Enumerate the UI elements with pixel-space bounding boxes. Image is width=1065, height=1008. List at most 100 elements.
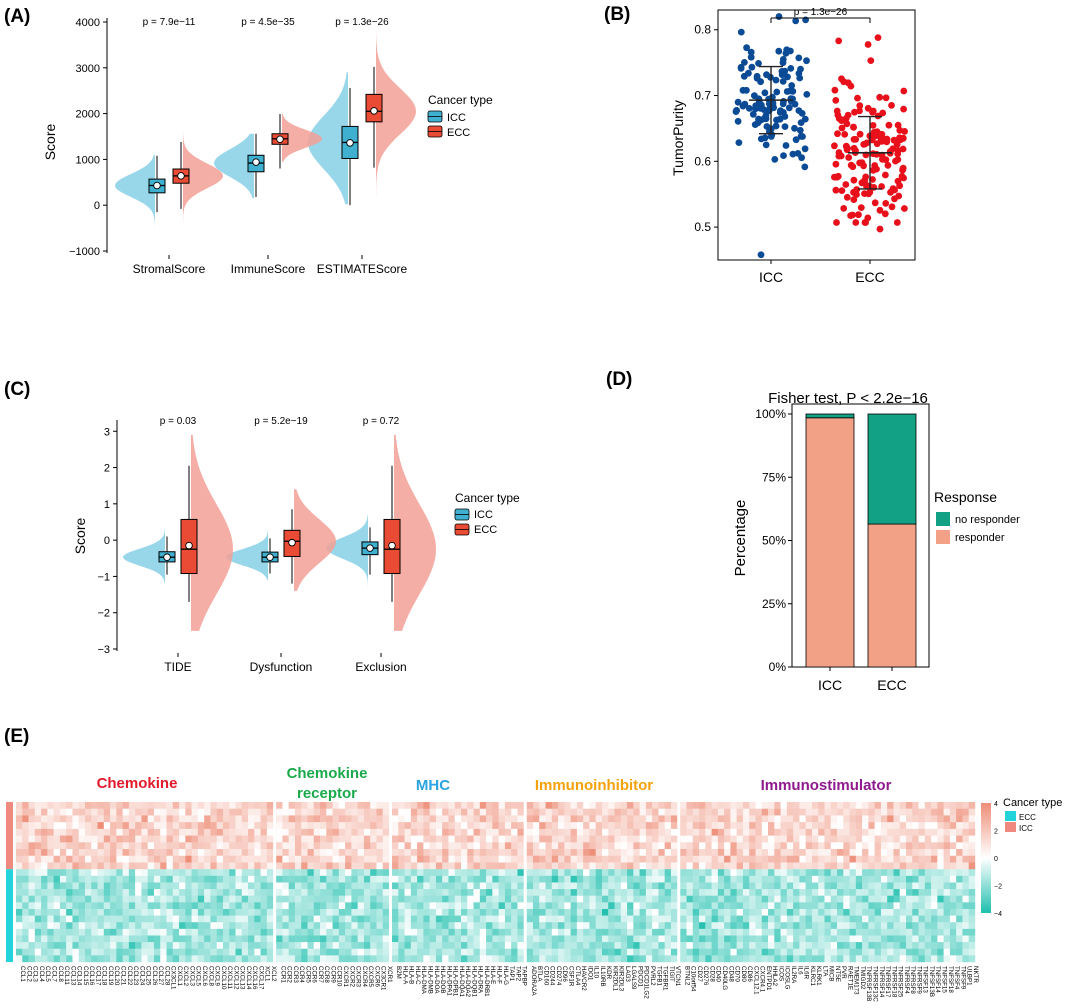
heatmap-cell (686, 882, 693, 890)
heatmap-cell (874, 935, 882, 943)
heatmap-cell (583, 935, 590, 943)
heatmap-cell (288, 915, 296, 923)
heatmap-cell (805, 882, 813, 890)
heatmap-cell (370, 808, 377, 816)
heatmap-cell (338, 928, 346, 936)
heatmap-cell (874, 802, 882, 809)
heatmap-cell (435, 869, 443, 877)
gene-label-havcr2: HAVCR2 (580, 966, 587, 991)
heatmap-cell (931, 922, 938, 930)
heatmap-cell (382, 822, 390, 830)
panel-label-d: (D) (606, 369, 632, 390)
heatmap-cell (862, 948, 869, 956)
heatmap-cell (78, 808, 86, 816)
heatmap-cell (248, 902, 255, 910)
heatmap-cell (824, 849, 831, 856)
heatmap-cell (658, 862, 665, 870)
heatmap-cell (811, 882, 819, 890)
heatmap-cell (956, 862, 963, 870)
heatmap-cell (392, 875, 399, 883)
heatmap-cell (705, 815, 712, 823)
heatmap-cell (931, 822, 938, 830)
heatmap-cell (943, 849, 951, 856)
heatmap-cell (517, 908, 524, 916)
heatmap-cell (235, 869, 242, 877)
heatmap-cell (128, 842, 136, 850)
heatmap-cell (301, 942, 308, 949)
heatmap-cell (294, 895, 302, 903)
heatmap-cell (179, 815, 186, 823)
heatmap-cell (899, 895, 907, 903)
heatmap-cell (805, 869, 813, 877)
heatmap-cell (197, 882, 205, 890)
heatmap-cell (633, 902, 640, 910)
heatmap-cell (724, 902, 731, 910)
heatmap-cell (486, 815, 493, 823)
heatmap-cell (135, 855, 142, 863)
heatmap-legend: Cancer type ECC ICC (1003, 797, 1062, 833)
heatmap-cell (962, 889, 969, 896)
heatmap-cell (486, 849, 493, 856)
point-ecc (886, 148, 894, 155)
heatmap-cell (717, 815, 725, 823)
heatmap-cell (943, 802, 951, 809)
heatmap-cell (539, 882, 546, 890)
heatmap-cell (699, 902, 706, 910)
heatmap-cell (899, 808, 907, 816)
heatmap-cell (937, 822, 944, 830)
heatmap-cell (692, 828, 700, 836)
heatmap-cell (294, 862, 302, 870)
heatmap-cell (805, 895, 813, 903)
heatmap-cell (906, 869, 913, 877)
point-ecc (894, 121, 902, 129)
heatmap-cell (370, 935, 377, 943)
heatmap-cell (511, 862, 518, 870)
heatmap-cell (893, 849, 900, 856)
heatmap-cell (736, 889, 744, 896)
heatmap-cell (608, 915, 615, 923)
heatmap-cell (122, 869, 130, 877)
heatmap-cell (72, 928, 79, 936)
heatmap-cell (147, 815, 155, 823)
heatmap-annotation-icc (6, 802, 13, 870)
heatmap-cell (357, 869, 365, 877)
heatmap-cell (736, 928, 744, 936)
point-ecc (833, 107, 841, 115)
heatmap-cell (768, 902, 775, 910)
heatmap-cell (326, 855, 333, 863)
heatmap-cell (103, 869, 111, 877)
heatmap-cell (235, 828, 242, 836)
heatmap-cell (467, 828, 474, 836)
heatmap-cell (410, 875, 418, 883)
heatmap-cell (116, 828, 123, 836)
heatmap-cell (645, 835, 653, 843)
heatmap-cell (699, 882, 706, 890)
heatmap-cell (398, 835, 405, 843)
heatmap-cell (320, 862, 327, 870)
heatmap-cell (392, 889, 399, 896)
heatmap-cell (492, 855, 499, 863)
gene-label-ccl22: CCL22 (126, 966, 133, 986)
gene-label-ccl3: CCL3 (32, 966, 39, 982)
heatmap-cell (66, 915, 73, 923)
heatmap-cell (906, 802, 913, 809)
point-ecc (864, 41, 872, 48)
heatmap-cell (16, 849, 23, 856)
heatmap-cell (761, 802, 769, 809)
heatmap-cell (307, 835, 314, 843)
heatmap-cell (583, 915, 590, 923)
heatmap-cell (680, 882, 687, 890)
heatmap-cell (16, 869, 23, 877)
heatmap-cell (680, 855, 687, 863)
heatmap-cell (260, 889, 268, 896)
heatmap-cell (235, 902, 242, 910)
heatmap-cell (404, 849, 412, 856)
heatmap-cell (956, 908, 963, 916)
heatmap-cell (943, 902, 951, 910)
heatmap-cell (235, 895, 242, 903)
heatmap-cell (332, 835, 340, 843)
heatmap-cell (22, 849, 29, 856)
heatmap-cell (222, 928, 230, 936)
gene-label-ccr7: CCR7 (317, 966, 324, 983)
heatmap-cell (179, 882, 186, 890)
